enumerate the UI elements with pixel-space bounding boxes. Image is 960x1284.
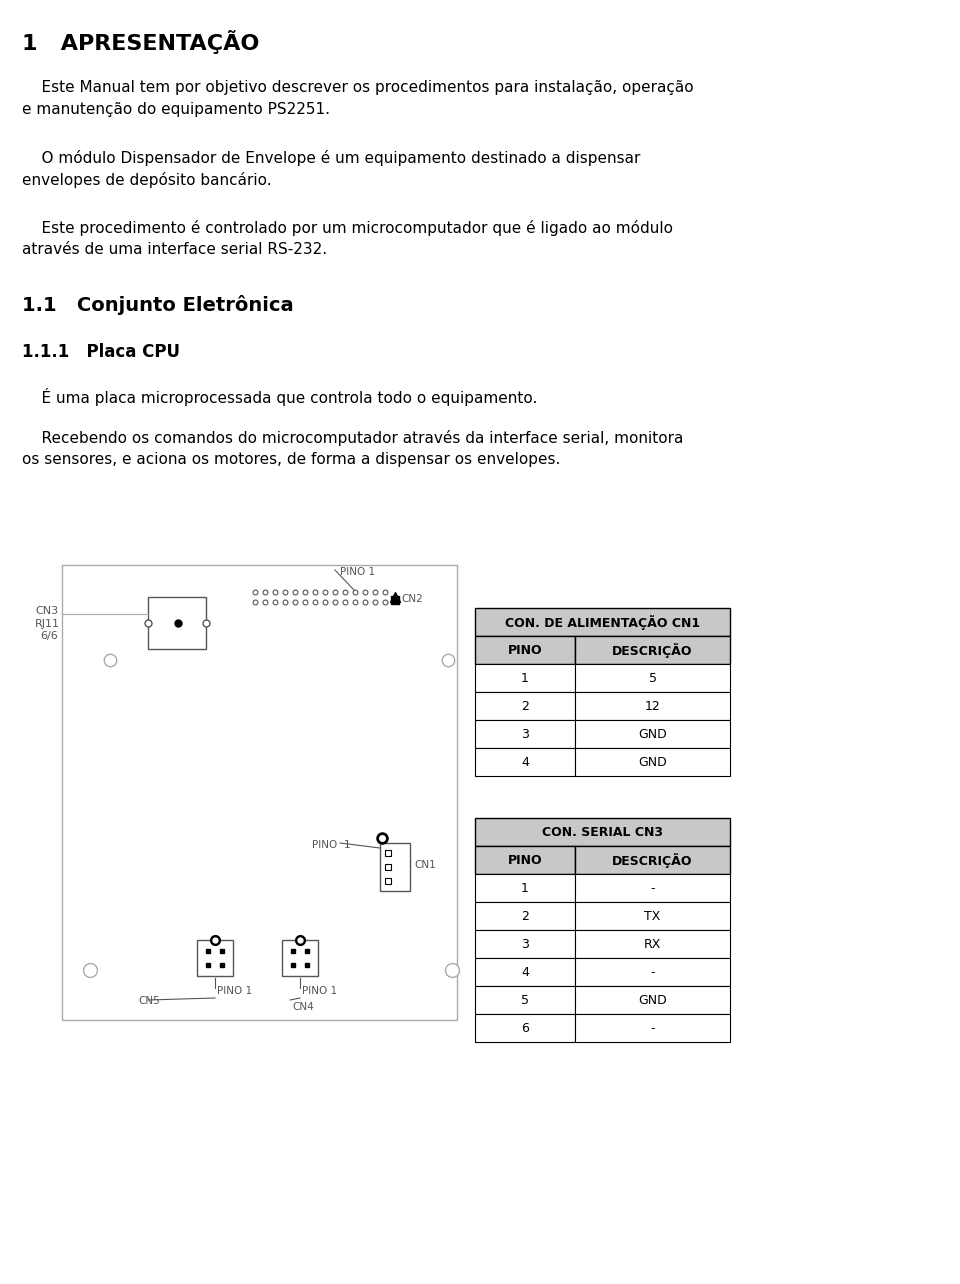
- Text: CON. DE ALIMENTAÇÃO CN1: CON. DE ALIMENTAÇÃO CN1: [505, 615, 700, 630]
- Bar: [475, 636, 575, 664]
- Bar: [475, 818, 730, 846]
- Bar: [148, 597, 206, 648]
- Text: -: -: [650, 967, 655, 980]
- Bar: [475, 692, 575, 720]
- Text: 1: 1: [521, 673, 529, 686]
- Text: 12: 12: [644, 701, 660, 714]
- Text: 1: 1: [344, 840, 350, 850]
- Text: 1   APRESENTAÇÃO: 1 APRESENTAÇÃO: [22, 30, 259, 54]
- Text: e manutenção do equipamento PS2251.: e manutenção do equipamento PS2251.: [22, 101, 330, 117]
- Bar: [475, 720, 575, 749]
- Text: 4: 4: [521, 756, 529, 769]
- Bar: [575, 720, 730, 749]
- Bar: [575, 692, 730, 720]
- Bar: [575, 986, 730, 1014]
- Text: PINO 1: PINO 1: [217, 986, 252, 996]
- Text: PINO 1: PINO 1: [340, 568, 375, 577]
- Bar: [475, 986, 575, 1014]
- Text: 6: 6: [521, 1022, 529, 1035]
- Bar: [475, 874, 575, 901]
- Text: GND: GND: [638, 995, 667, 1008]
- Text: CN5: CN5: [138, 996, 159, 1005]
- Bar: [475, 609, 730, 636]
- Text: DESCRIÇÃO: DESCRIÇÃO: [612, 854, 693, 868]
- Text: Este Manual tem por objetivo descrever os procedimentos para instalação, operaçã: Este Manual tem por objetivo descrever o…: [22, 80, 694, 95]
- Text: DESCRIÇÃO: DESCRIÇÃO: [612, 643, 693, 659]
- Text: É uma placa microprocessada que controla todo o equipamento.: É uma placa microprocessada que controla…: [22, 388, 538, 406]
- Bar: [575, 1014, 730, 1043]
- Text: -: -: [650, 882, 655, 895]
- Bar: [475, 664, 575, 692]
- Text: 3: 3: [521, 939, 529, 951]
- Bar: [575, 749, 730, 776]
- Text: RX: RX: [644, 939, 661, 951]
- Text: PINO: PINO: [508, 645, 542, 657]
- Text: GND: GND: [638, 728, 667, 741]
- Text: TX: TX: [644, 910, 660, 923]
- Text: O módulo Dispensador de Envelope é um equipamento destinado a dispensar: O módulo Dispensador de Envelope é um eq…: [22, 150, 640, 166]
- Text: CN4: CN4: [292, 1002, 314, 1012]
- Text: 2: 2: [521, 701, 529, 714]
- Text: CN2: CN2: [401, 594, 422, 603]
- Text: GND: GND: [638, 756, 667, 769]
- Text: Recebendo os comandos do microcomputador através da interface serial, monitora: Recebendo os comandos do microcomputador…: [22, 430, 684, 446]
- Bar: [475, 749, 575, 776]
- Bar: [575, 636, 730, 664]
- Text: 5: 5: [649, 673, 657, 686]
- Bar: [475, 846, 575, 874]
- Text: PINO: PINO: [508, 854, 542, 868]
- Text: CN3: CN3: [35, 606, 59, 616]
- Bar: [380, 844, 410, 891]
- Text: 1: 1: [521, 882, 529, 895]
- Text: 5: 5: [521, 995, 529, 1008]
- Text: os sensores, e aciona os motores, de forma a dispensar os envelopes.: os sensores, e aciona os motores, de for…: [22, 452, 561, 467]
- Bar: [197, 940, 233, 976]
- Text: 2: 2: [521, 910, 529, 923]
- Bar: [62, 565, 457, 1019]
- Bar: [475, 958, 575, 986]
- Text: RJ11: RJ11: [35, 619, 60, 629]
- Bar: [282, 940, 318, 976]
- Bar: [575, 958, 730, 986]
- Text: -: -: [650, 1022, 655, 1035]
- Text: CON. SERIAL CN3: CON. SERIAL CN3: [542, 827, 663, 840]
- Bar: [575, 874, 730, 901]
- Text: 4: 4: [521, 967, 529, 980]
- Bar: [475, 1014, 575, 1043]
- Bar: [575, 930, 730, 958]
- Text: CN1: CN1: [414, 860, 436, 871]
- Text: 6/6: 6/6: [40, 630, 58, 641]
- Bar: [575, 901, 730, 930]
- Text: 1.1.1   Placa CPU: 1.1.1 Placa CPU: [22, 343, 180, 361]
- Text: através de uma interface serial RS-232.: através de uma interface serial RS-232.: [22, 241, 327, 257]
- Bar: [575, 664, 730, 692]
- Bar: [575, 846, 730, 874]
- Bar: [475, 901, 575, 930]
- Text: PINO 1: PINO 1: [302, 986, 337, 996]
- Text: envelopes de depósito bancário.: envelopes de depósito bancário.: [22, 172, 272, 187]
- Text: PINO: PINO: [312, 840, 337, 850]
- Bar: [475, 930, 575, 958]
- Text: Este procedimento é controlado por um microcomputador que é ligado ao módulo: Este procedimento é controlado por um mi…: [22, 220, 673, 236]
- Text: 1.1   Conjunto Eletrônica: 1.1 Conjunto Eletrônica: [22, 295, 294, 315]
- Text: 3: 3: [521, 728, 529, 741]
